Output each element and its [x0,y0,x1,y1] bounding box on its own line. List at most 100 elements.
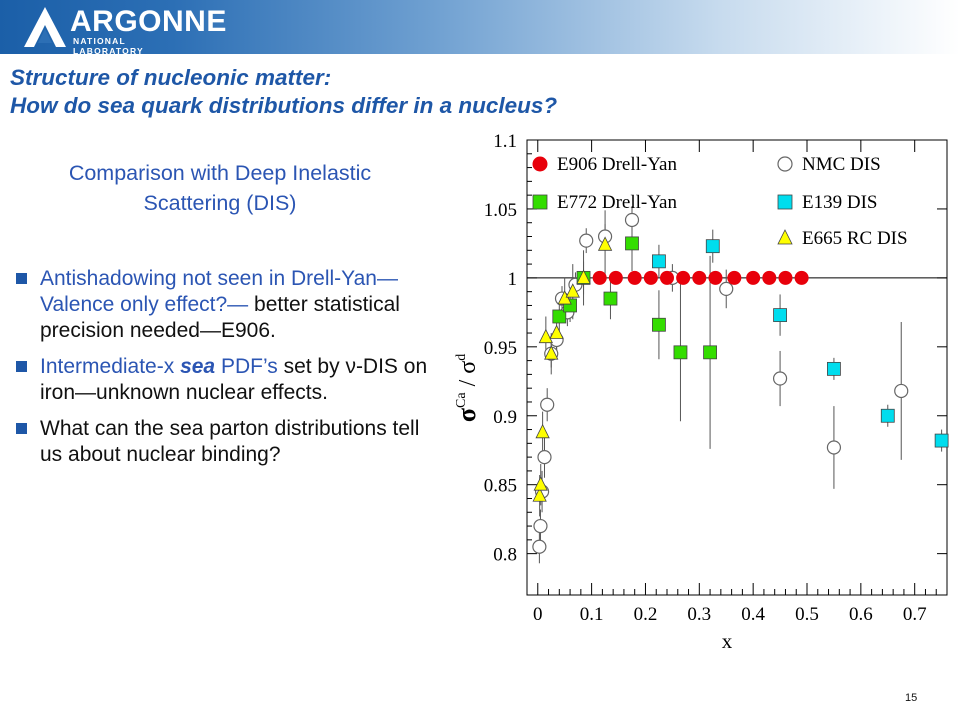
point-nmc-dis [894,383,909,399]
point-nmc-dis [537,450,552,465]
point-nmc-dis [579,233,594,248]
legend-marker-e139-dis [777,194,793,210]
legend-marker-e772-drell-yan [532,194,548,210]
legend-marker-e906-drell-yan [532,156,548,172]
x-tick-label: 0.2 [634,604,658,625]
bullet-square-icon [16,361,27,372]
y-label-sigma-d: / σ [455,361,481,393]
point-e906-drell-yan [794,270,809,285]
point-nmc-dis [719,281,734,297]
point-e139-dis [934,433,949,448]
point-e665-rc-dis [544,345,559,360]
bullet-2-pre: Intermediate-x [40,355,181,378]
bullet-square-icon [16,423,27,434]
y-label-sigma: σ [452,408,481,422]
x-axis-label: x [722,629,733,653]
y-tick-label: 1 [508,269,518,290]
point-nmc-dis [533,518,548,534]
point-e665-rc-dis [538,328,553,344]
point-e665-rc-dis [535,423,550,439]
point-e665-rc-dis [549,324,564,339]
point-e139-dis [652,254,666,269]
x-tick-label: 0.1 [580,604,604,625]
bullet-square-icon [16,273,27,284]
point-e772-drell-yan [552,309,567,324]
point-e665-rc-dis [576,269,591,284]
y-label-sup-ca: Ca [454,392,469,408]
page-number: 15 [905,692,918,704]
point-e139-dis [705,239,720,254]
legend-marker-e665-rc-dis [777,229,793,245]
argonne-mark-icon [24,7,66,47]
point-e772-drell-yan [603,291,618,306]
slide-title: Structure of nucleonic matter: How do se… [10,64,770,120]
bullet-list: Antishadowing not seen in Drell-Yan—Vale… [16,266,440,478]
ratio-chart: 0.8 0.85 0.9 0.95 1 1.05 1.1 0 0.1 0.2 0.3 0.4 0.5 0.… [452,131,949,653]
y-axis-label: σCa / σd [452,354,481,422]
point-e665-rc-dis [597,236,613,251]
bullet-2-sea: sea [180,355,216,378]
y-tick-label: 0.95 [484,338,517,359]
slide-subtitle: Comparison with Deep Inelastic Scatterin… [68,161,372,215]
point-e906-drell-yan [660,270,674,285]
legend-label-e772-drell-yan: E772 Drell-Yan [557,192,677,213]
point-e665-rc-dis [565,283,580,298]
point-nmc-dis [540,397,555,412]
logo-subtext: NATIONAL LABORATORY [73,36,144,56]
point-e772-drell-yan [673,345,688,360]
point-nmc-dis [826,440,842,455]
point-e906-drell-yan [762,270,777,285]
x-tick-label: 0 [533,604,543,625]
point-nmc-dis [624,212,640,228]
x-tick-label: 0.3 [687,604,711,625]
y-tick-label: 0.9 [493,407,517,428]
argonne-logo: ARGONNE NATIONAL LABORATORY [22,5,226,56]
legend-label-e139-dis: E139 DIS [802,192,877,213]
x-tick-label: 0.4 [741,604,765,625]
point-e906-drell-yan [746,270,761,285]
x-tick-label: 0.5 [795,604,819,625]
point-e906-drell-yan [676,270,691,285]
y-tick-label: 1.05 [484,200,517,221]
bullet-3-text: What can the sea parton distributions te… [40,417,420,466]
point-e772-drell-yan [652,317,666,332]
point-e139-dis [827,361,841,376]
bullet-2-mid: PDF’s [215,355,278,378]
point-e906-drell-yan [727,270,742,285]
point-e772-drell-yan [625,236,639,251]
bullet-2-rest: set by [277,355,346,378]
title-line-2: How do sea quark distributions differ in… [10,93,558,118]
point-e906-drell-yan [708,270,723,285]
y-tick-label: 0.8 [493,545,517,566]
point-nmc-dis [532,539,547,554]
point-e906-drell-yan [643,270,658,285]
bullet-1-blue-text: Antishadowing not seen in Drell-Yan—Vale… [40,267,398,316]
title-line-1: Structure of nucleonic matter: [10,65,332,90]
y-tick-label: 0.85 [484,476,517,497]
point-e906-drell-yan [592,270,607,285]
bullet-1-text: better statistical precision needed—E906… [40,293,400,342]
legend-label-nmc-dis: NMC DIS [802,154,881,175]
x-tick-label: 0.7 [903,604,927,625]
point-e139-dis [773,308,787,323]
legend-label-e665-rc-dis: E665 RC DIS [802,228,908,249]
x-tick-label: 0.6 [849,604,873,625]
bullet-item-3: What can the sea parton distributions te… [16,416,440,468]
point-e772-drell-yan [703,345,717,360]
point-e665-rc-dis [533,476,548,491]
legend-marker-nmc-dis [777,156,793,172]
bullet-2-nu: ν [345,355,356,378]
bullet-item-2: Intermediate-x sea PDF’s set by ν-DIS on… [16,354,440,406]
plot-frame [526,139,948,596]
y-tick-label: 1.1 [493,131,517,152]
logo-text: ARGONNE [70,5,227,38]
point-e139-dis [880,408,895,423]
bullet-2-end: -DIS on iron—unknown nuclear effects. [40,355,428,404]
legend-label-e906-drell-yan: E906 Drell-Yan [557,154,677,175]
point-nmc-dis [772,371,788,386]
bullet-item-1: Antishadowing not seen in Drell-Yan—Vale… [16,266,440,344]
y-label-sup-d: d [454,354,469,361]
point-e906-drell-yan [692,270,707,285]
point-e906-drell-yan [627,270,642,285]
point-e665-rc-dis [532,487,547,502]
